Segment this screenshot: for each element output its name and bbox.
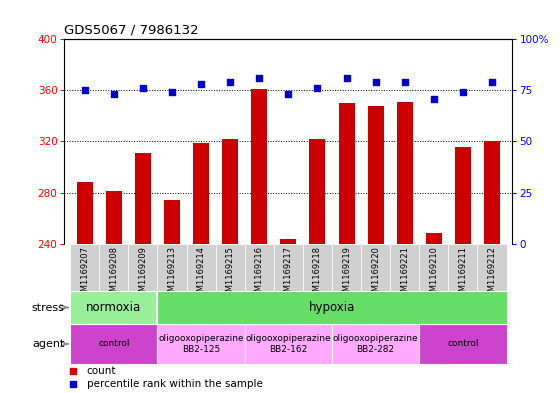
Point <box>400 79 409 85</box>
Text: normoxia: normoxia <box>86 301 142 314</box>
Text: control: control <box>447 340 479 348</box>
Bar <box>193 143 209 244</box>
Text: GSM1169209: GSM1169209 <box>138 246 147 302</box>
Point <box>459 89 468 95</box>
Point <box>138 85 147 92</box>
Bar <box>106 191 122 244</box>
Text: GSM1169207: GSM1169207 <box>80 246 89 302</box>
Bar <box>303 244 332 291</box>
Bar <box>157 291 507 324</box>
Bar <box>216 244 245 291</box>
Bar <box>128 244 157 291</box>
Point <box>69 381 78 387</box>
Text: GDS5067 / 7986132: GDS5067 / 7986132 <box>64 24 199 37</box>
Text: GSM1169212: GSM1169212 <box>488 246 497 302</box>
Bar <box>157 324 245 364</box>
Bar <box>164 200 180 244</box>
Bar <box>186 244 216 291</box>
Bar <box>339 103 354 244</box>
Bar <box>245 244 274 291</box>
Bar <box>368 106 384 244</box>
Bar <box>70 244 99 291</box>
Bar <box>281 239 296 244</box>
Bar <box>99 244 128 291</box>
Point <box>313 85 322 92</box>
Bar <box>251 89 267 244</box>
Bar <box>449 244 478 291</box>
Text: GSM1169220: GSM1169220 <box>371 246 380 302</box>
Point <box>80 87 89 94</box>
Bar <box>135 153 151 244</box>
Point <box>371 79 380 85</box>
Bar <box>245 324 332 364</box>
Text: GSM1169216: GSM1169216 <box>255 246 264 302</box>
Text: count: count <box>87 366 116 376</box>
Text: oligooxopiperazine
BB2-162: oligooxopiperazine BB2-162 <box>246 334 331 354</box>
Bar <box>310 139 325 244</box>
Point <box>69 368 78 374</box>
Text: GSM1169219: GSM1169219 <box>342 246 351 302</box>
Point <box>167 89 176 95</box>
Text: GSM1169214: GSM1169214 <box>197 246 206 302</box>
Bar <box>157 244 186 291</box>
Point <box>197 81 206 87</box>
Text: GSM1169218: GSM1169218 <box>313 246 322 302</box>
Text: oligooxopiperazine
BB2-125: oligooxopiperazine BB2-125 <box>158 334 244 354</box>
Point <box>284 91 293 97</box>
Text: GSM1169210: GSM1169210 <box>430 246 438 302</box>
Text: hypoxia: hypoxia <box>309 301 355 314</box>
Bar <box>478 244 507 291</box>
Text: percentile rank within the sample: percentile rank within the sample <box>87 379 263 389</box>
Point <box>255 75 264 81</box>
Text: GSM1169211: GSM1169211 <box>459 246 468 302</box>
Point <box>109 91 118 97</box>
Text: GSM1169217: GSM1169217 <box>284 246 293 302</box>
Bar <box>419 244 449 291</box>
Bar <box>77 182 93 244</box>
Bar <box>419 324 507 364</box>
Bar <box>332 324 419 364</box>
Text: agent: agent <box>32 339 64 349</box>
Text: GSM1169221: GSM1169221 <box>400 246 409 302</box>
Bar <box>332 244 361 291</box>
Bar <box>390 244 419 291</box>
Bar <box>70 291 157 324</box>
Point <box>430 95 438 102</box>
Point <box>342 75 351 81</box>
Bar <box>274 244 303 291</box>
Text: oligooxopiperazine
BB2-282: oligooxopiperazine BB2-282 <box>333 334 418 354</box>
Bar <box>70 324 157 364</box>
Text: control: control <box>98 340 129 348</box>
Bar <box>426 233 442 244</box>
Point <box>226 79 235 85</box>
Bar <box>222 139 238 244</box>
Bar <box>397 102 413 244</box>
Text: GSM1169208: GSM1169208 <box>109 246 118 302</box>
Point <box>488 79 497 85</box>
Text: stress: stress <box>31 303 64 312</box>
Text: GSM1169215: GSM1169215 <box>226 246 235 302</box>
Bar <box>455 147 471 244</box>
Bar <box>484 141 500 244</box>
Bar <box>361 244 390 291</box>
Text: GSM1169213: GSM1169213 <box>167 246 176 302</box>
